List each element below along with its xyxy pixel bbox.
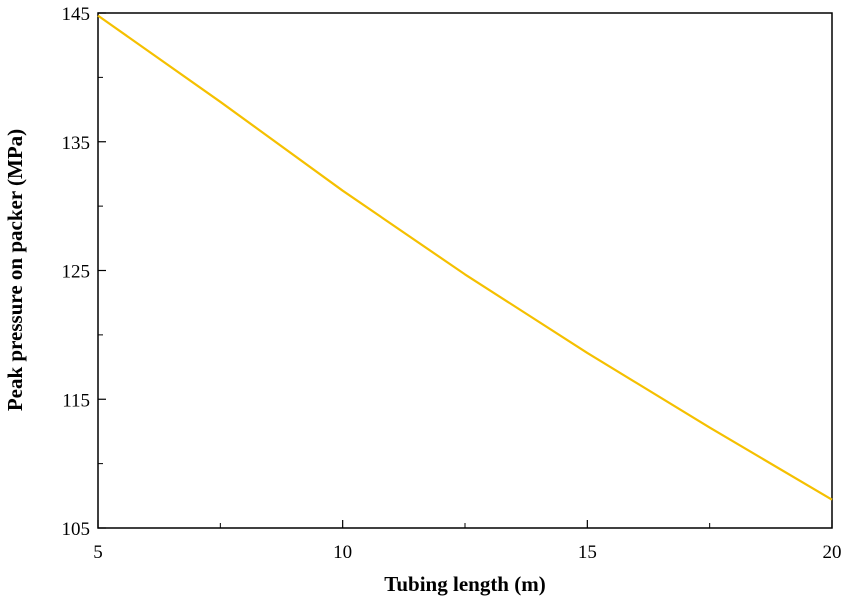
x-axis-title: Tubing length (m): [384, 572, 545, 596]
x-axis-ticks: 5 10 15 20: [93, 520, 842, 563]
y-tick-label: 145: [62, 4, 91, 25]
x-tick-label: 20: [823, 542, 842, 563]
y-tick-label: 125: [62, 262, 91, 283]
y-tick-label: 135: [62, 133, 91, 154]
x-tick-label: 10: [333, 542, 352, 563]
y-axis-title: Peak pressure on packer (MPa): [3, 129, 27, 411]
series-group: [97, 14, 833, 501]
y-tick-label: 115: [62, 390, 90, 411]
x-tick-label: 5: [93, 542, 103, 563]
series-line: [97, 14, 833, 501]
x-tick-label: 15: [578, 542, 597, 563]
y-tick-label: 105: [62, 519, 91, 540]
y-axis-ticks: 105 115 125 135 145: [62, 4, 106, 540]
plot-frame: [97, 12, 833, 529]
